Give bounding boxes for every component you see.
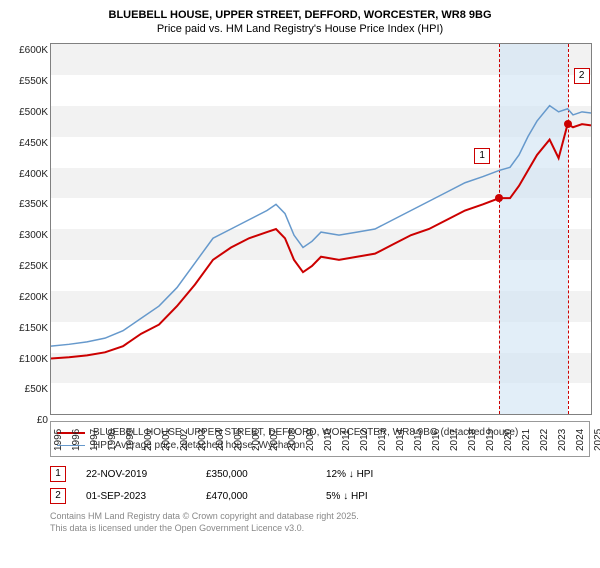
annotation-id-box: 1 xyxy=(50,466,66,482)
x-tick-label: 2010 xyxy=(323,429,334,451)
price-marker-box: 1 xyxy=(474,148,490,164)
x-tick-label: 2024 xyxy=(575,429,586,451)
chart-footer: Contains HM Land Registry data © Crown c… xyxy=(50,511,590,534)
x-tick-label: 1996 xyxy=(71,429,82,451)
x-tick-label: 2012 xyxy=(359,429,370,451)
x-tick-label: 2005 xyxy=(233,429,244,451)
x-tick-label: 2020 xyxy=(503,429,514,451)
x-tick-label: 2017 xyxy=(449,429,460,451)
y-tick-label: £500K xyxy=(4,107,48,118)
x-tick-label: 2004 xyxy=(215,429,226,451)
x-tick-label: 2022 xyxy=(539,429,550,451)
x-tick-label: 1997 xyxy=(89,429,100,451)
x-tick-label: 1998 xyxy=(107,429,118,451)
x-tick-label: 2016 xyxy=(431,429,442,451)
x-tick-label: 2021 xyxy=(521,429,532,451)
x-tick-label: 2000 xyxy=(143,429,154,451)
y-tick-label: £200K xyxy=(4,292,48,303)
x-tick-label: 2018 xyxy=(467,429,478,451)
x-tick-label: 2009 xyxy=(305,429,316,451)
annotation-row: 1 22-NOV-2019£350,00012% ↓ HPI xyxy=(50,463,590,485)
chart-plot-area: 12 xyxy=(50,43,592,415)
annotation-price: £350,000 xyxy=(206,469,326,480)
y-tick-label: £350K xyxy=(4,199,48,210)
annotation-delta: 12% ↓ HPI xyxy=(326,469,446,480)
x-tick-label: 2014 xyxy=(395,429,406,451)
chart-title-line2: Price paid vs. HM Land Registry's House … xyxy=(0,23,600,35)
annotation-date: 22-NOV-2019 xyxy=(86,469,206,480)
x-tick-label: 2015 xyxy=(413,429,424,451)
x-tick-label: 2025 xyxy=(593,429,600,451)
series-price_paid xyxy=(51,124,591,358)
annotation-delta: 5% ↓ HPI xyxy=(326,491,446,502)
x-tick-label: 2013 xyxy=(377,429,388,451)
y-tick-label: £600K xyxy=(4,45,48,56)
annotation-date: 01-SEP-2023 xyxy=(86,491,206,502)
price-marker-box: 2 xyxy=(574,68,590,84)
price-marker-dot xyxy=(564,120,572,128)
y-tick-label: £400K xyxy=(4,169,48,180)
x-tick-label: 2008 xyxy=(287,429,298,451)
x-tick-label: 1999 xyxy=(125,429,136,451)
annotation-id-box: 2 xyxy=(50,488,66,504)
x-tick-label: 2006 xyxy=(251,429,262,451)
x-tick-label: 1995 xyxy=(53,429,64,451)
x-tick-label: 2023 xyxy=(557,429,568,451)
series-hpi xyxy=(51,106,591,346)
x-tick-label: 2001 xyxy=(161,429,172,451)
y-tick-label: £550K xyxy=(4,76,48,87)
x-tick-label: 2003 xyxy=(197,429,208,451)
x-tick-label: 2019 xyxy=(485,429,496,451)
y-tick-label: £250K xyxy=(4,261,48,272)
y-tick-label: £100K xyxy=(4,354,48,365)
y-tick-label: £300K xyxy=(4,230,48,241)
y-tick-label: £50K xyxy=(4,384,48,395)
annotation-price: £470,000 xyxy=(206,491,326,502)
annotation-row: 2 01-SEP-2023£470,0005% ↓ HPI xyxy=(50,485,590,507)
price-marker-dot xyxy=(495,194,503,202)
y-tick-label: £0 xyxy=(4,415,48,426)
x-tick-label: 2002 xyxy=(179,429,190,451)
x-tick-label: 2011 xyxy=(341,430,352,452)
x-tick-label: 2007 xyxy=(269,429,280,451)
y-tick-label: £150K xyxy=(4,323,48,334)
y-tick-label: £450K xyxy=(4,138,48,149)
chart-container: BLUEBELL HOUSE, UPPER STREET, DEFFORD, W… xyxy=(0,8,600,568)
annotation-table: 1 22-NOV-2019£350,00012% ↓ HPI 2 01-SEP-202… xyxy=(50,463,590,507)
chart-title-line1: BLUEBELL HOUSE, UPPER STREET, DEFFORD, W… xyxy=(0,8,600,22)
footer-line2: This data is licensed under the Open Gov… xyxy=(50,523,590,535)
footer-line1: Contains HM Land Registry data © Crown c… xyxy=(50,511,590,523)
